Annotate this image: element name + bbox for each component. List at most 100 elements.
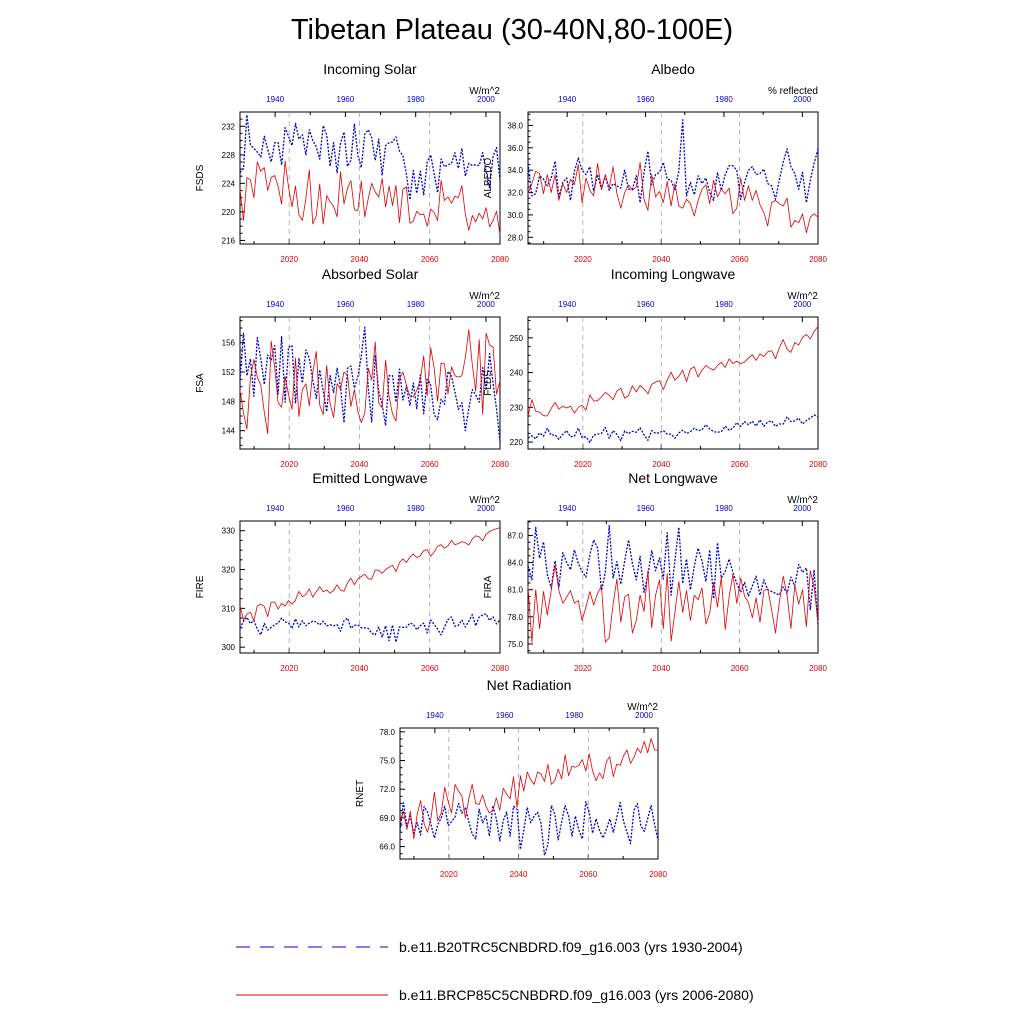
net-radiation-top-tick-label: 1980 xyxy=(565,711,583,720)
net-longwave-series-rcp85 xyxy=(527,564,819,643)
net-radiation-panel: Net Radiation W/m^2 RNET 2020 2040 2060 2080 19… xyxy=(355,677,667,879)
albedo-top-tick-label: 2000 xyxy=(793,95,811,104)
net-longwave-top-tick-label: 2000 xyxy=(793,504,811,513)
albedo-y-tick-label: 34.0 xyxy=(507,166,523,175)
absorbed-solar-y-tick-label: 152 xyxy=(222,368,236,377)
net-radiation-series-historical xyxy=(399,800,659,856)
incoming-solar-y-axis-label: FSDS xyxy=(195,164,206,191)
albedo-plot-frame xyxy=(527,111,819,245)
net-longwave-y-tick-label: 81.0 xyxy=(507,586,523,595)
albedo-y-tick-label: 38.0 xyxy=(507,121,523,130)
albedo-units-label: % reflected xyxy=(768,86,818,97)
net-longwave-panel: Net Longwave W/m^2 FIRA 2020 2040 2060 2080 194… xyxy=(483,470,827,673)
incoming-solar-plot-frame xyxy=(239,111,501,245)
incoming-solar-bottom-tick-label: 2020 xyxy=(280,255,298,264)
net-radiation-series-rcp85 xyxy=(399,738,658,840)
absorbed-solar-y-axis-label: FSA xyxy=(195,373,206,393)
net-longwave-bottom-tick-label: 2020 xyxy=(574,664,592,673)
albedo-y-axis-label: ALBEDO xyxy=(483,157,494,198)
net-radiation-y-tick-label: 69.0 xyxy=(379,814,395,823)
incoming-longwave-y-tick-label: 250 xyxy=(510,334,524,343)
emitted-longwave-y-tick-label: 320 xyxy=(222,566,236,575)
albedo-y-tick-label: 32.0 xyxy=(507,189,523,198)
albedo-bottom-tick-label: 2060 xyxy=(731,255,749,264)
net-longwave-top-tick-label: 1960 xyxy=(637,504,655,513)
emitted-longwave-y-tick-label: 310 xyxy=(222,604,236,613)
emitted-longwave-panel: Emitted Longwave W/m^2 FIRE 2020 2040 2060 208… xyxy=(195,470,509,673)
emitted-longwave-title: Emitted Longwave xyxy=(312,470,427,486)
absorbed-solar-panel: Absorbed Solar W/m^2 FSA 2020 2040 2060 2080 19… xyxy=(195,266,509,469)
legend-label-rcp85: b.e11.BRCP85C5CNBDRD.f09_g16.003 (yrs 20… xyxy=(399,987,754,1003)
incoming-solar-bottom-tick-label: 2060 xyxy=(421,255,439,264)
emitted-longwave-top-tick-label: 1940 xyxy=(266,504,284,513)
figure-title: Tibetan Plateau (30-40N,80-100E) xyxy=(290,14,734,46)
net-longwave-bottom-tick-label: 2060 xyxy=(731,664,749,673)
incoming-solar-y-tick-label: 216 xyxy=(222,236,236,245)
incoming-solar-series-rcp85 xyxy=(239,160,501,235)
incoming-solar-y-tick-label: 232 xyxy=(222,122,236,131)
incoming-longwave-y-tick-label: 240 xyxy=(510,369,524,378)
albedo-bottom-tick-label: 2040 xyxy=(652,255,670,264)
net-radiation-y-tick-label: 66.0 xyxy=(379,843,395,852)
albedo-title: Albedo xyxy=(651,61,695,77)
net-longwave-top-tick-label: 1940 xyxy=(558,504,576,513)
incoming-longwave-bottom-tick-label: 2040 xyxy=(652,460,670,469)
emitted-longwave-top-tick-label: 2000 xyxy=(477,504,495,513)
incoming-solar-top-tick-label: 1980 xyxy=(407,95,425,104)
absorbed-solar-top-tick-label: 1980 xyxy=(407,300,425,309)
net-radiation-y-tick-label: 72.0 xyxy=(379,785,395,794)
incoming-solar-panel: Incoming Solar W/m^2 FSDS 2020 2040 2060 2080 1… xyxy=(195,61,509,264)
net-radiation-y-axis-label: RNET xyxy=(355,780,366,807)
net-radiation-y-tick-label: 75.0 xyxy=(379,757,395,766)
absorbed-solar-series-rcp85 xyxy=(239,329,501,435)
net-longwave-title: Net Longwave xyxy=(628,470,718,486)
incoming-longwave-bottom-tick-label: 2060 xyxy=(731,460,749,469)
absorbed-solar-top-tick-label: 1960 xyxy=(337,300,355,309)
net-longwave-bottom-tick-label: 2080 xyxy=(809,664,827,673)
net-radiation-top-tick-label: 2000 xyxy=(635,711,653,720)
incoming-longwave-y-tick-label: 220 xyxy=(510,438,524,447)
absorbed-solar-series-historical xyxy=(239,326,501,442)
net-longwave-y-tick-label: 87.0 xyxy=(507,531,523,540)
net-longwave-y-tick-label: 84.0 xyxy=(507,559,523,568)
incoming-longwave-title: Incoming Longwave xyxy=(611,266,736,282)
albedo-panel: Albedo % reflected ALBEDO 2020 2040 2060 2080 1… xyxy=(483,61,827,264)
emitted-longwave-top-tick-label: 1980 xyxy=(407,504,425,513)
incoming-longwave-y-tick-label: 230 xyxy=(510,403,524,412)
emitted-longwave-y-tick-label: 330 xyxy=(222,527,236,536)
incoming-longwave-top-tick-label: 1940 xyxy=(558,300,576,309)
incoming-solar-bottom-tick-label: 2040 xyxy=(351,255,369,264)
net-radiation-bottom-tick-label: 2060 xyxy=(579,870,597,879)
absorbed-solar-plot-frame xyxy=(239,316,501,450)
emitted-longwave-series-historical xyxy=(239,613,501,643)
incoming-solar-y-tick-label: 220 xyxy=(222,208,236,217)
net-radiation-bottom-tick-label: 2080 xyxy=(649,870,667,879)
absorbed-solar-y-tick-label: 148 xyxy=(222,397,236,406)
net-radiation-title: Net Radiation xyxy=(487,677,572,693)
net-longwave-bottom-tick-label: 2040 xyxy=(652,664,670,673)
absorbed-solar-bottom-tick-label: 2040 xyxy=(351,460,369,469)
net-radiation-plot-frame xyxy=(399,727,659,860)
incoming-solar-units-label: W/m^2 xyxy=(469,86,500,97)
net-longwave-y-tick-label: 78.0 xyxy=(507,613,523,622)
absorbed-solar-bottom-tick-label: 2080 xyxy=(491,460,509,469)
albedo-bottom-tick-label: 2080 xyxy=(809,255,827,264)
emitted-longwave-bottom-tick-label: 2040 xyxy=(351,664,369,673)
incoming-solar-y-tick-label: 228 xyxy=(222,151,236,160)
net-longwave-series-historical xyxy=(527,524,819,626)
incoming-solar-top-tick-label: 1960 xyxy=(337,95,355,104)
emitted-longwave-units-label: W/m^2 xyxy=(469,495,500,506)
net-longwave-plot-frame xyxy=(527,520,819,654)
absorbed-solar-bottom-tick-label: 2060 xyxy=(421,460,439,469)
albedo-top-tick-label: 1960 xyxy=(637,95,655,104)
incoming-longwave-series-historical xyxy=(527,414,819,444)
albedo-top-tick-label: 1940 xyxy=(558,95,576,104)
absorbed-solar-top-tick-label: 2000 xyxy=(477,300,495,309)
incoming-solar-top-tick-label: 2000 xyxy=(477,95,495,104)
incoming-longwave-bottom-tick-label: 2020 xyxy=(574,460,592,469)
albedo-series-historical xyxy=(527,119,819,204)
absorbed-solar-units-label: W/m^2 xyxy=(469,291,500,302)
net-longwave-top-tick-label: 1980 xyxy=(715,504,733,513)
absorbed-solar-title: Absorbed Solar xyxy=(322,266,419,282)
